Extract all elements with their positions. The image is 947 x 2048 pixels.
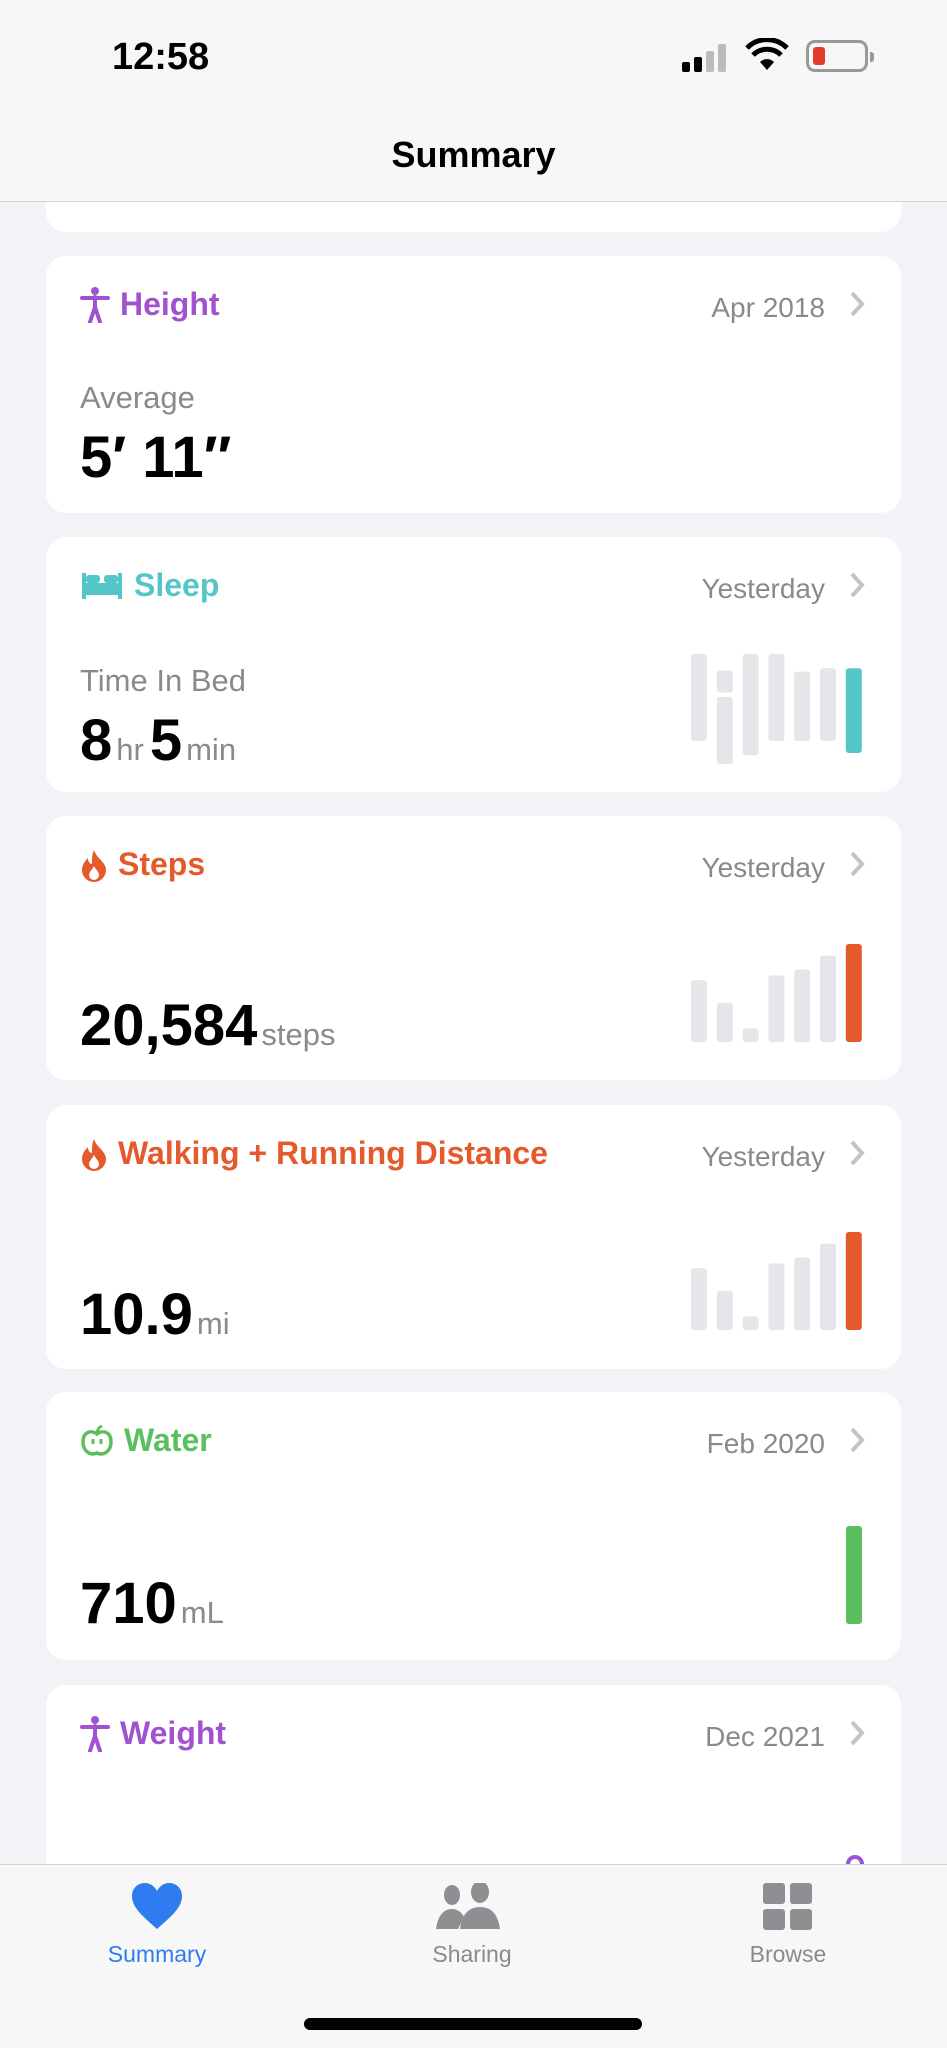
hr-unit: hr — [116, 732, 144, 767]
water-value: 710 mL — [80, 1570, 230, 1637]
card-date: Yesterday — [701, 852, 826, 883]
tab-bar: Summary Sharing Browse — [0, 1864, 947, 2048]
minutes: 5 — [149, 708, 183, 773]
tab-label: Browse — [749, 1941, 827, 1967]
sleep-card[interactable]: Sleep Yesterday Time In Bed 8 hr 5 min — [46, 537, 901, 792]
card-date: Dec 2021 — [705, 1721, 825, 1752]
chevron-right-icon — [850, 851, 865, 877]
unit: mi — [196, 1306, 230, 1341]
flame-icon — [82, 1138, 106, 1171]
flame-icon — [82, 849, 106, 882]
tab-label: Sharing — [432, 1941, 512, 1967]
value: 20,584 — [80, 993, 258, 1058]
height-value: 5′ 11″ — [80, 425, 232, 490]
tab-sharing[interactable]: Sharing — [372, 1883, 572, 1968]
navigation-header: 12:58 Summary — [0, 0, 947, 202]
bed-icon — [82, 572, 122, 599]
walking-running-distance-card[interactable]: Walking + Running Distance Yesterday 10.… — [46, 1105, 901, 1369]
apple-icon — [81, 1424, 113, 1456]
unit: mL — [180, 1595, 224, 1630]
unit: steps — [261, 1017, 336, 1052]
min-unit: min — [186, 732, 237, 767]
value-label: Time In Bed — [80, 663, 246, 698]
wifi-icon — [745, 38, 789, 70]
status-time: 12:58 — [112, 36, 210, 78]
steps-value: 20,584 steps — [80, 992, 342, 1059]
chevron-right-icon — [850, 1140, 865, 1166]
card-date: Feb 2020 — [706, 1428, 825, 1459]
accessibility-figure-icon — [80, 1715, 110, 1752]
cellular-signal-icon — [682, 44, 726, 72]
tab-summary[interactable]: Summary — [57, 1883, 257, 1968]
accessibility-figure-icon — [80, 286, 110, 323]
value: 10.9 — [80, 1282, 193, 1347]
card-title: Walking + Running Distance — [118, 1135, 548, 1171]
chevron-right-icon — [850, 572, 865, 598]
page-title: Summary — [391, 134, 556, 175]
home-indicator[interactable] — [304, 2018, 642, 2030]
card-date: Yesterday — [701, 1141, 826, 1172]
battery-icon — [806, 40, 874, 72]
height-card[interactable]: Height Apr 2018 Average 5′ 11″ — [46, 256, 901, 513]
tab-browse[interactable]: Browse — [688, 1883, 888, 1968]
card-date: Yesterday — [701, 573, 826, 604]
card-date: Apr 2018 — [711, 292, 825, 323]
grid-icon — [763, 1883, 812, 1930]
heart-icon — [132, 1883, 182, 1929]
tab-label: Summary — [107, 1941, 207, 1967]
value: 710 — [80, 1571, 177, 1636]
card-title: Weight — [120, 1715, 227, 1751]
hours: 8 — [80, 708, 113, 773]
chevron-right-icon — [850, 291, 865, 317]
chevron-right-icon — [850, 1427, 865, 1453]
people-icon — [436, 1883, 500, 1929]
card-title: Steps — [118, 846, 206, 882]
water-card[interactable]: Water Feb 2020 710 mL — [46, 1392, 901, 1660]
card-title: Water — [124, 1422, 212, 1458]
sleep-value: 8 hr 5 min — [80, 707, 242, 774]
value-label: Average — [80, 380, 195, 415]
chevron-right-icon — [850, 1720, 865, 1746]
distance-value: 10.9 mi — [80, 1281, 236, 1348]
card-title: Height — [120, 286, 220, 322]
steps-card[interactable]: Steps Yesterday 20,584 steps — [46, 816, 901, 1080]
card-title: Sleep — [134, 567, 220, 603]
